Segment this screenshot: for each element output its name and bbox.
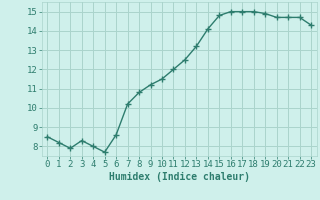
X-axis label: Humidex (Indice chaleur): Humidex (Indice chaleur): [109, 172, 250, 182]
